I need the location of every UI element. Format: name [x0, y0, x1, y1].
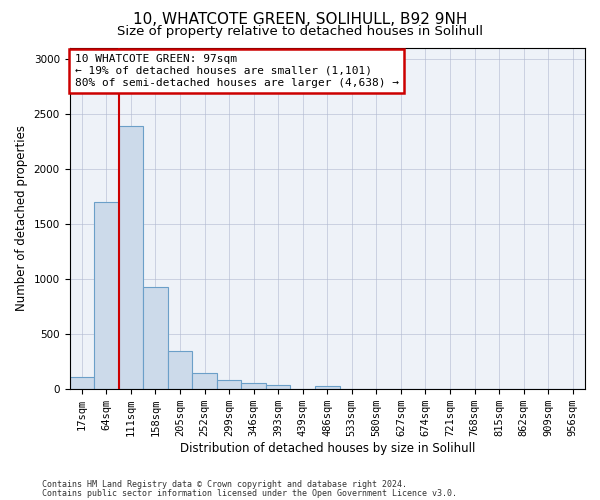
Bar: [241, 383, 266, 389]
Y-axis label: Number of detached properties: Number of detached properties: [15, 126, 28, 312]
Bar: [143, 286, 168, 389]
Bar: [94, 202, 119, 389]
Bar: [168, 350, 192, 389]
Text: Contains public sector information licensed under the Open Government Licence v3: Contains public sector information licen…: [42, 488, 457, 498]
Bar: [119, 126, 143, 389]
Text: Contains HM Land Registry data © Crown copyright and database right 2024.: Contains HM Land Registry data © Crown c…: [42, 480, 407, 489]
Bar: [315, 386, 340, 389]
Bar: [192, 372, 217, 389]
Bar: [266, 385, 290, 389]
Text: 10, WHATCOTE GREEN, SOLIHULL, B92 9NH: 10, WHATCOTE GREEN, SOLIHULL, B92 9NH: [133, 12, 467, 28]
Text: 10 WHATCOTE GREEN: 97sqm
← 19% of detached houses are smaller (1,101)
80% of sem: 10 WHATCOTE GREEN: 97sqm ← 19% of detach…: [74, 54, 398, 88]
Bar: [217, 380, 241, 389]
Bar: [70, 377, 94, 389]
X-axis label: Distribution of detached houses by size in Solihull: Distribution of detached houses by size …: [179, 442, 475, 455]
Text: Size of property relative to detached houses in Solihull: Size of property relative to detached ho…: [117, 25, 483, 38]
